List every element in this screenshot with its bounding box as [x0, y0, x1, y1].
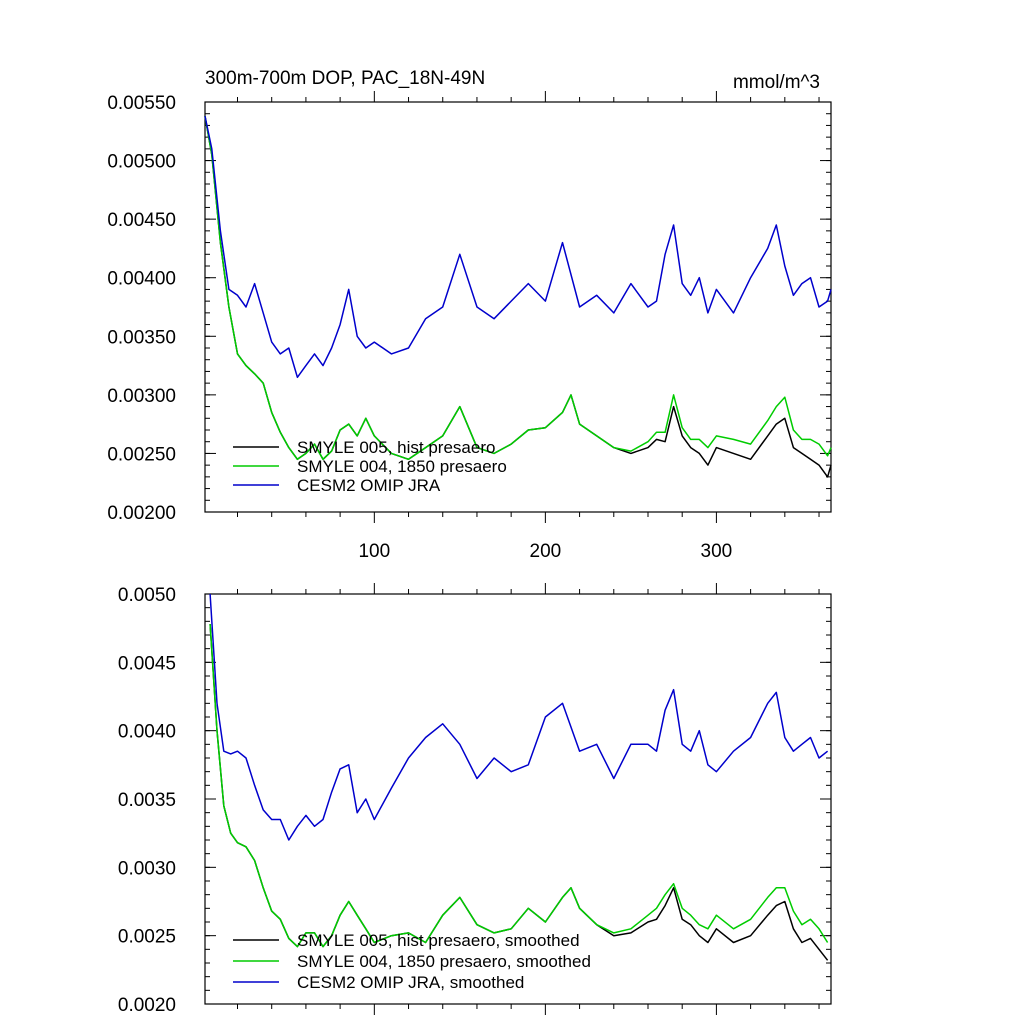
bottom-chart-ytick-label: 0.0020 — [118, 995, 176, 1016]
top-chart-series-line-0 — [204, 115, 832, 478]
bottom-chart-ytick-label: 0.0040 — [118, 722, 176, 743]
top-chart-ytick-label: 0.00300 — [107, 386, 176, 407]
top-chart-series-line-2 — [204, 115, 832, 379]
axis-ticks: 0.0020 0.0025 0.0030 0.0035 0.0040 0.0045 0.00… — [118, 583, 831, 1016]
plot-frame — [204, 101, 832, 513]
units-label: mmol/m^3 — [733, 72, 820, 93]
top-panel: 300m-700m DOP, PAC_18N-49N mmol/m^3 0.00… — [107, 68, 832, 562]
top-chart-ytick-label: 0.00450 — [107, 210, 176, 231]
top-chart-ytick-label: 0.00400 — [107, 269, 176, 290]
axis-ticks: 0.00200 0.00250 0.00300 0.00350 0.00400 0.004… — [107, 91, 831, 562]
bottom-chart-ytick-label: 0.0035 — [118, 790, 176, 811]
series-lines — [204, 115, 832, 478]
top-chart-legend-label-1: SMYLE 004, 1850 presaero — [297, 457, 507, 476]
bottom-chart-ytick-label: 0.0025 — [118, 927, 176, 948]
series-lines — [209, 593, 829, 961]
bottom-chart-ytick-label: 0.0050 — [118, 585, 176, 606]
bottom-chart-series-line-0 — [209, 624, 829, 961]
bottom-chart-ytick-label: 0.0045 — [118, 653, 176, 674]
chart-title: 300m-700m DOP, PAC_18N-49N — [205, 68, 485, 89]
top-chart-ytick-label: 0.00200 — [107, 503, 176, 524]
legend: SMYLE 005, hist presaero, smoothed SMYLE … — [233, 931, 591, 992]
bottom-chart-legend-label-1: SMYLE 004, 1850 presaero, smoothed — [297, 952, 591, 971]
top-chart-legend-label-0: SMYLE 005, hist presaero — [297, 438, 495, 457]
bottom-panel: 0.0020 0.0025 0.0030 0.0035 0.0040 0.0045 0.00… — [118, 583, 832, 1016]
top-chart-xtick-label: 200 — [530, 541, 562, 562]
bottom-chart-legend-label-2: CESM2 OMIP JRA, smoothed — [297, 973, 524, 992]
bottom-chart-series-line-2 — [209, 593, 829, 841]
top-chart-ytick-label: 0.00550 — [107, 93, 176, 114]
top-chart-xtick-label: 100 — [358, 541, 390, 562]
top-chart-xtick-label: 300 — [701, 541, 733, 562]
top-chart-series-line-1 — [204, 115, 832, 461]
top-chart-legend-label-2: CESM2 OMIP JRA — [297, 476, 441, 495]
bottom-chart-legend-label-0: SMYLE 005, hist presaero, smoothed — [297, 931, 580, 950]
bottom-chart-ytick-label: 0.0030 — [118, 858, 176, 879]
top-chart-ytick-label: 0.00350 — [107, 327, 176, 348]
bottom-chart-series-line-1 — [209, 624, 829, 948]
top-chart-ytick-label: 0.00250 — [107, 444, 176, 465]
top-chart-ytick-label: 0.00500 — [107, 152, 176, 173]
